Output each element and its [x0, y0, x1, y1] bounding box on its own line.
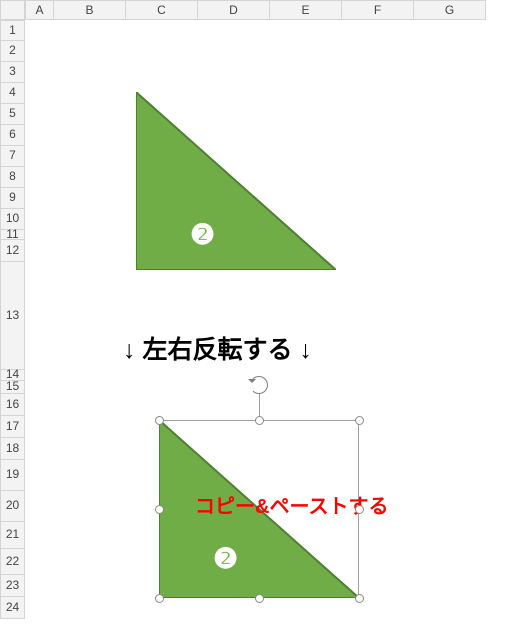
badge-2-top: ❷: [190, 218, 215, 251]
col-header-A[interactable]: A: [25, 0, 54, 20]
col-header-E[interactable]: E: [270, 0, 342, 20]
row-header-13[interactable]: 13: [0, 262, 25, 370]
col-header-F[interactable]: F: [342, 0, 414, 20]
row-header-18[interactable]: 18: [0, 438, 25, 460]
row-header-5[interactable]: 5: [0, 104, 25, 125]
col-header-G[interactable]: G: [414, 0, 486, 20]
row-header-21[interactable]: 21: [0, 522, 25, 549]
row-header-1[interactable]: 1: [0, 20, 25, 41]
annotation-flip: ↓ 左右反転する ↓: [123, 330, 312, 366]
row-header-4[interactable]: 4: [0, 83, 25, 104]
row-header-15[interactable]: 15: [0, 381, 25, 394]
column-headers: ABCDEFG: [25, 0, 486, 20]
row-header-23[interactable]: 23: [0, 575, 25, 597]
row-header-9[interactable]: 9: [0, 188, 25, 209]
select-all-corner[interactable]: [0, 0, 25, 20]
row-header-17[interactable]: 17: [0, 416, 25, 438]
row-header-19[interactable]: 19: [0, 460, 25, 491]
worksheet-area[interactable]: ❷ ↓ 左右反転する ↓ ❷ コピー&ペーストする: [25, 20, 521, 638]
row-header-7[interactable]: 7: [0, 146, 25, 167]
row-header-12[interactable]: 12: [0, 240, 25, 262]
row-header-22[interactable]: 22: [0, 549, 25, 575]
rotation-handle-icon[interactable]: [250, 376, 268, 394]
resize-handle[interactable]: [355, 416, 364, 425]
resize-handle[interactable]: [255, 594, 264, 603]
row-header-16[interactable]: 16: [0, 394, 25, 416]
triangle-shape-top[interactable]: ❷: [136, 92, 336, 270]
resize-handle[interactable]: [155, 594, 164, 603]
resize-handle[interactable]: [255, 416, 264, 425]
row-header-6[interactable]: 6: [0, 125, 25, 146]
row-header-11[interactable]: 11: [0, 230, 25, 240]
resize-handle[interactable]: [355, 594, 364, 603]
row-headers: 123456789101112131415161718192021222324: [0, 20, 25, 619]
row-header-20[interactable]: 20: [0, 491, 25, 522]
resize-handle[interactable]: [155, 505, 164, 514]
resize-handle[interactable]: [155, 416, 164, 425]
col-header-C[interactable]: C: [126, 0, 198, 20]
row-header-24[interactable]: 24: [0, 597, 25, 619]
row-header-2[interactable]: 2: [0, 41, 25, 62]
row-header-3[interactable]: 3: [0, 62, 25, 83]
badge-2-bottom: ❷: [213, 542, 238, 575]
col-header-D[interactable]: D: [198, 0, 270, 20]
col-header-B[interactable]: B: [54, 0, 126, 20]
row-header-8[interactable]: 8: [0, 167, 25, 188]
resize-handle[interactable]: [355, 505, 364, 514]
